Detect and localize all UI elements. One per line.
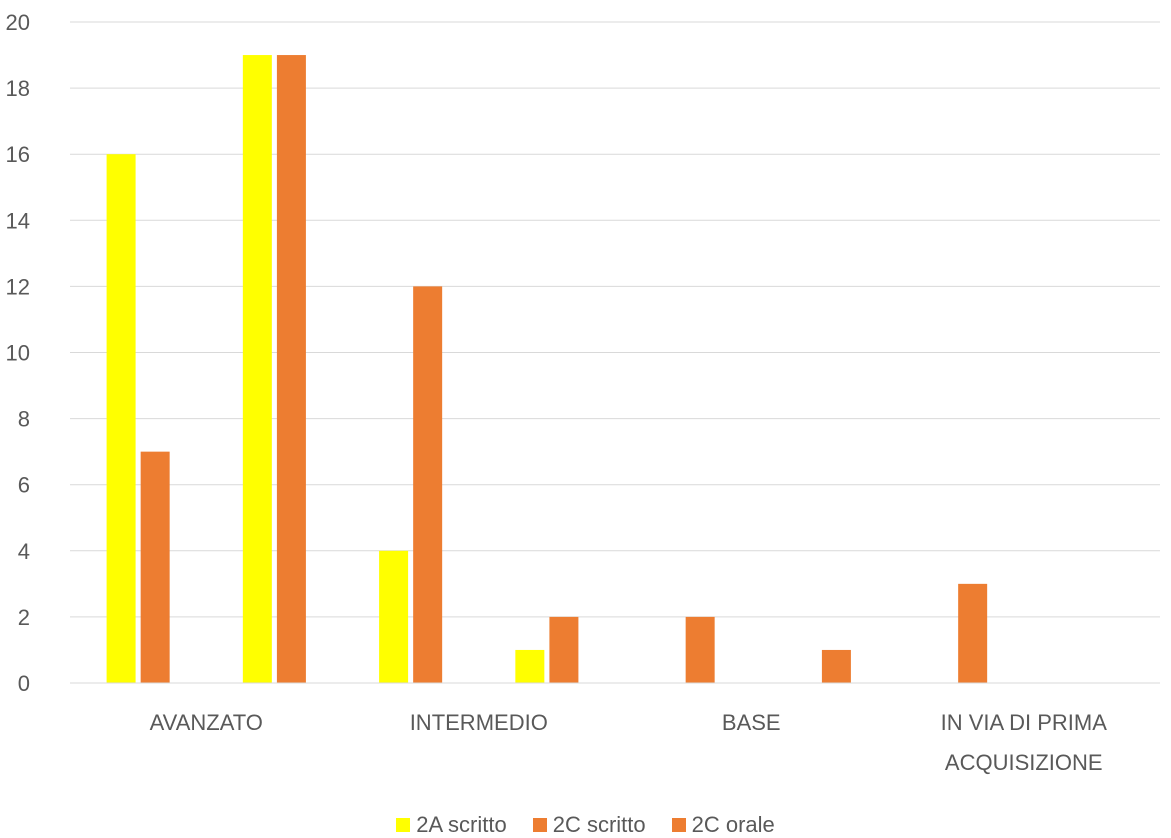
legend: 2A scritto 2C scritto 2C orale [0, 812, 1171, 838]
y-tick-label: 0 [18, 671, 30, 696]
legend-swatch [532, 818, 547, 832]
bar-2a-scritto [515, 649, 545, 683]
x-category-label: BASE [722, 710, 781, 735]
bar-2c-scritto [140, 451, 170, 683]
bar-2a-scritto [379, 550, 409, 683]
bars [106, 55, 988, 684]
x-axis-categories: AVANZATO INTERMEDIO BASE IN VIA DI PRIMA ACQ… [150, 710, 1108, 775]
y-tick-label: 4 [18, 539, 30, 564]
legend-label: 2C orale [691, 812, 775, 837]
legend-swatch [671, 818, 686, 832]
x-category-label: AVANZATO [150, 710, 263, 735]
bar-2c-scritto [685, 616, 715, 683]
y-tick-label: 10 [6, 341, 30, 366]
gridlines [70, 21, 1160, 618]
y-tick-label: 20 [6, 10, 30, 35]
bar-2c-scritto [276, 55, 306, 684]
y-tick-label: 18 [6, 76, 30, 101]
y-tick-label: 16 [6, 142, 30, 167]
x-category-label: INTERMEDIO [410, 710, 548, 735]
bar-2c-scritto [413, 286, 443, 683]
bar-chart: 0 2 4 6 8 10 12 14 16 18 20 AVANZATO INTERMEDIO BASE… [6, 10, 1160, 775]
y-axis-ticks: 0 2 4 6 8 10 12 14 16 18 20 [6, 10, 30, 696]
legend-swatch [396, 818, 411, 832]
x-category-label: IN VIA DI PRIMA ACQUISIZIONE [941, 710, 1108, 775]
legend-item: 2C scritto [532, 812, 646, 838]
bar-2c-scritto [549, 616, 579, 683]
legend-label: 2A scritto [416, 812, 507, 837]
y-tick-label: 14 [6, 208, 30, 233]
y-tick-label: 2 [18, 605, 30, 630]
y-tick-label: 6 [18, 473, 30, 498]
legend-item: 2C orale [671, 812, 775, 838]
bar-2a-scritto [106, 154, 136, 683]
bar-2a-scritto [242, 55, 272, 684]
bar-2c-scritto [821, 649, 851, 683]
y-tick-label: 8 [18, 407, 30, 432]
bar-2c-scritto [958, 583, 988, 683]
y-tick-label: 12 [6, 274, 30, 299]
legend-label: 2C scritto [552, 812, 646, 837]
legend-item: 2A scritto [396, 812, 507, 838]
